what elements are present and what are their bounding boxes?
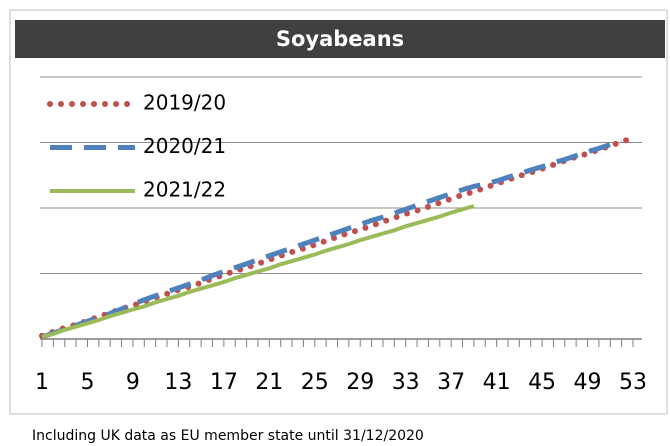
title-bar xyxy=(15,20,665,58)
x-tick-label: 37 xyxy=(437,370,465,395)
x-tick-label: 17 xyxy=(210,370,238,395)
chart-title: Soyabeans xyxy=(276,27,404,51)
series-line xyxy=(41,138,623,340)
x-tick-label: 9 xyxy=(126,370,140,395)
x-tick-label: 13 xyxy=(164,370,192,395)
x-tick-label: 1 xyxy=(35,370,49,395)
legend-label: 2021/22 xyxy=(143,178,226,202)
legend-label: 2020/21 xyxy=(143,134,226,158)
x-tick-label: 49 xyxy=(574,370,602,395)
series-line xyxy=(41,204,475,339)
footnote: Including UK data as EU member state unt… xyxy=(32,428,424,444)
x-tick-label: 21 xyxy=(255,370,283,395)
x-tick-label: 41 xyxy=(483,370,511,395)
chart-frame xyxy=(9,9,668,415)
legend-label: 2019/20 xyxy=(143,91,226,115)
x-tick-label: 45 xyxy=(528,370,556,395)
x-tick-label: 25 xyxy=(301,370,329,395)
x-tick-label: 33 xyxy=(392,370,420,395)
x-tick-label: 53 xyxy=(619,370,647,395)
x-tick-label: 29 xyxy=(346,370,374,395)
x-tick-label: 5 xyxy=(80,370,94,395)
